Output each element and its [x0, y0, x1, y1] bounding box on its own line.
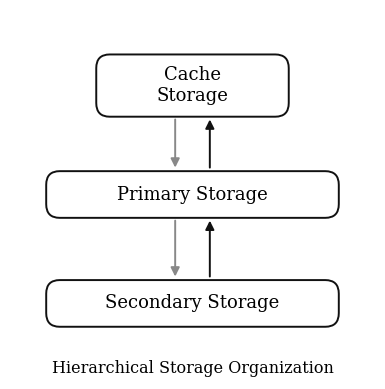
- FancyBboxPatch shape: [46, 171, 339, 218]
- FancyBboxPatch shape: [96, 54, 289, 117]
- Text: Cache
Storage: Cache Storage: [157, 66, 228, 105]
- Text: Primary Storage: Primary Storage: [117, 186, 268, 203]
- FancyBboxPatch shape: [46, 280, 339, 327]
- Text: Secondary Storage: Secondary Storage: [105, 294, 280, 312]
- Text: Hierarchical Storage Organization: Hierarchical Storage Organization: [52, 360, 333, 377]
